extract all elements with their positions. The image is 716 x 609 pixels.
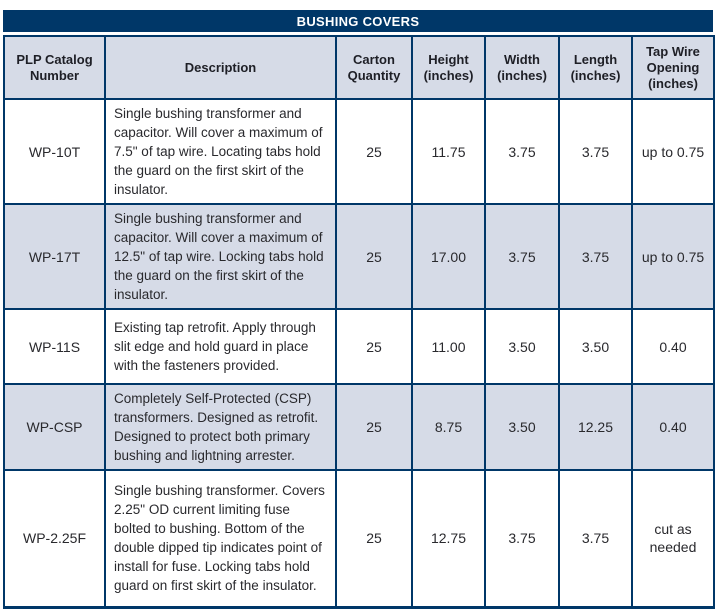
catalog-number-cell: WP-10T (3, 98, 106, 205)
length-cell: 3.75 (558, 98, 633, 205)
table-row: WP-17T Single bushing transformer and cap… (3, 203, 715, 310)
table-body: WP-10T Single bushing transformer and cap… (3, 98, 715, 608)
carton-quantity-cell: 25 (335, 98, 413, 205)
length-cell: 3.75 (558, 469, 633, 608)
description-cell: Completely Self-Protected (CSP) transfor… (104, 383, 337, 471)
height-cell: 17.00 (411, 203, 486, 310)
length-cell: 12.25 (558, 383, 633, 471)
column-header-tap-wire-opening: Tap Wire Opening (inches) (631, 35, 715, 100)
tap-wire-opening-cell: up to 0.75 (631, 98, 715, 205)
column-header-length: Length (inches) (558, 35, 633, 100)
column-header-height: Height (inches) (411, 35, 486, 100)
tap-wire-opening-cell: cut as needed (631, 469, 715, 608)
catalog-number-cell: WP-11S (3, 308, 106, 385)
catalog-number-cell: WP-2.25F (3, 469, 106, 608)
height-cell: 8.75 (411, 383, 486, 471)
tap-wire-opening-cell: 0.40 (631, 383, 715, 471)
height-cell: 11.75 (411, 98, 486, 205)
table-header: PLP Catalog Number Description Carton Qu… (3, 35, 715, 100)
carton-quantity-cell: 25 (335, 203, 413, 310)
height-cell: 11.00 (411, 308, 486, 385)
tap-wire-opening-cell: up to 0.75 (631, 203, 715, 310)
column-header-carton-quantity: Carton Quantity (335, 35, 413, 100)
table-row: WP-11S Existing tap retrofit. Apply throu… (3, 308, 715, 385)
table-title: BUSHING COVERS (296, 13, 420, 29)
description-cell: Single bushing transformer. Covers 2.25"… (104, 469, 337, 608)
table-row: WP-CSP Completely Self-Protected (CSP) tr… (3, 383, 715, 471)
column-header-catalog-number: PLP Catalog Number (3, 35, 106, 100)
length-cell: 3.75 (558, 203, 633, 310)
width-cell: 3.75 (484, 98, 560, 205)
width-cell: 3.75 (484, 469, 560, 608)
carton-quantity-cell: 25 (335, 469, 413, 608)
header-row: PLP Catalog Number Description Carton Qu… (3, 35, 715, 100)
carton-quantity-cell: 25 (335, 383, 413, 471)
height-cell: 12.75 (411, 469, 486, 608)
table-title-bar: BUSHING COVERS (3, 10, 713, 32)
width-cell: 3.75 (484, 203, 560, 310)
width-cell: 3.50 (484, 308, 560, 385)
table-row: WP-10T Single bushing transformer and cap… (3, 98, 715, 205)
width-cell: 3.50 (484, 383, 560, 471)
tap-wire-opening-cell: 0.40 (631, 308, 715, 385)
column-header-width: Width (inches) (484, 35, 560, 100)
bushing-covers-table: PLP Catalog Number Description Carton Qu… (3, 35, 715, 609)
catalog-number-cell: WP-CSP (3, 383, 106, 471)
description-cell: Single bushing transformer and capacitor… (104, 203, 337, 310)
column-header-description: Description (104, 35, 337, 100)
catalog-number-cell: WP-17T (3, 203, 106, 310)
carton-quantity-cell: 25 (335, 308, 413, 385)
table-row: WP-2.25F Single bushing transformer. Cove… (3, 469, 715, 608)
length-cell: 3.50 (558, 308, 633, 385)
description-cell: Single bushing transformer and capacitor… (104, 98, 337, 205)
description-cell: Existing tap retrofit. Apply through sli… (104, 308, 337, 385)
